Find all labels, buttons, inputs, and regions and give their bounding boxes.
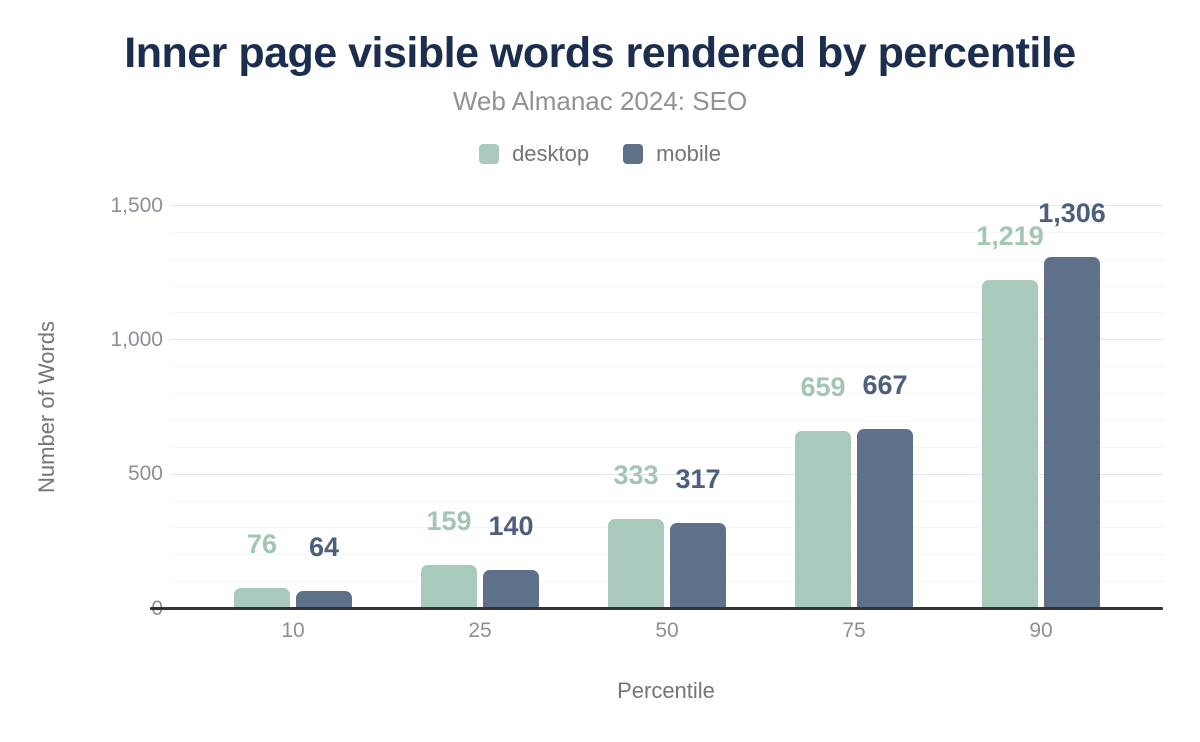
gridline-minor — [170, 285, 1163, 287]
x-tick-label: 75 — [842, 619, 866, 642]
bar-value-label-mobile: 667 — [862, 369, 908, 400]
x-tick-label: 50 — [655, 619, 679, 642]
legend-label-desktop: desktop — [512, 141, 590, 166]
x-tick-label: 90 — [1029, 619, 1053, 642]
x-tick-label: 10 — [281, 619, 305, 642]
legend: desktop mobile — [0, 141, 1200, 167]
gridline-minor — [170, 419, 1163, 421]
y-tick-label: 0 — [43, 598, 163, 619]
bar-value-label-mobile: 64 — [308, 531, 340, 562]
gridline-minor — [170, 554, 1163, 556]
gridline-minor — [170, 312, 1163, 314]
bar-desktop — [421, 565, 477, 608]
gridline-minor — [170, 527, 1163, 529]
y-tick-label: 1,000 — [110, 327, 163, 351]
legend-swatch-mobile — [623, 144, 644, 164]
gridline-minor — [170, 581, 1163, 583]
chart-title: Inner page visible words rendered by per… — [124, 29, 1076, 77]
gridline-minor — [170, 258, 1163, 260]
bar-mobile — [296, 590, 352, 608]
bar-mobile — [483, 570, 539, 608]
bar-value-label-desktop: 659 — [800, 371, 846, 402]
gridline-minor — [170, 446, 1163, 448]
bar-value-label-desktop: 333 — [613, 459, 659, 490]
gridline-major — [170, 339, 1163, 341]
bar-value-label-mobile: 140 — [488, 511, 534, 542]
bar-desktop — [608, 518, 664, 608]
bar-value-label-desktop: 1,219 — [976, 221, 1044, 252]
legend-label-mobile: mobile — [656, 141, 721, 166]
gridline-minor — [170, 500, 1163, 502]
bar-value-label-mobile: 1,306 — [1038, 198, 1106, 229]
x-axis-title: Percentile — [617, 678, 715, 703]
gridline-major — [170, 473, 1163, 475]
bar-desktop — [234, 587, 290, 608]
bar-value-label-desktop: 76 — [246, 528, 278, 559]
gridline-minor — [170, 231, 1163, 233]
legend-swatch-desktop — [479, 144, 500, 164]
bar-desktop — [982, 280, 1038, 608]
chart-subtitle: Web Almanac 2024: SEO — [452, 86, 748, 116]
gridline-minor — [170, 366, 1163, 368]
bar-mobile — [670, 522, 726, 608]
bar-mobile — [857, 428, 913, 608]
bar-value-label-mobile: 317 — [675, 463, 721, 494]
y-tick-label: 500 — [127, 462, 163, 486]
bar-value-label-desktop: 159 — [426, 506, 472, 537]
gridline-major — [170, 205, 1163, 206]
x-tick-label: 25 — [468, 619, 492, 642]
legend-item-mobile[interactable]: mobile — [623, 141, 721, 167]
legend-item-desktop[interactable]: desktop — [479, 141, 589, 167]
x-axis-line — [150, 607, 1163, 610]
bar-mobile — [1044, 257, 1100, 608]
bar-desktop — [795, 430, 851, 608]
gridline-minor — [170, 393, 1163, 395]
y-tick-label: 1,500 — [110, 193, 163, 217]
